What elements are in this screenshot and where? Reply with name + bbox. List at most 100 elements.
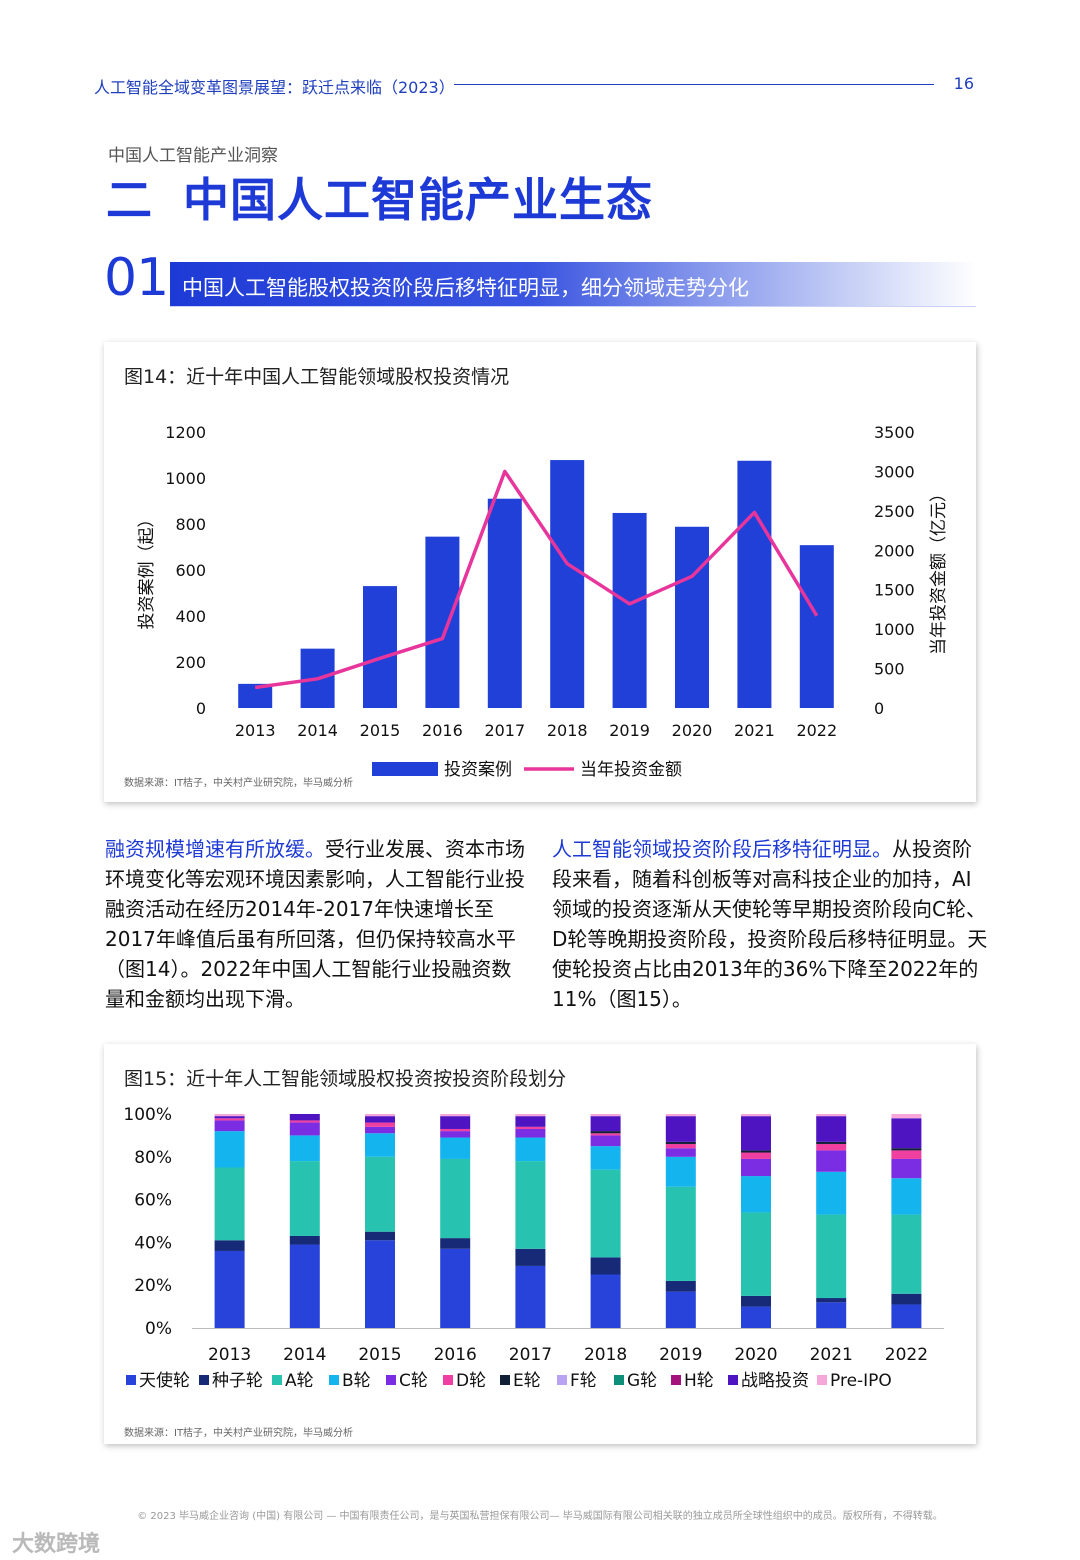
y-tick-label: 0% (145, 1319, 172, 1339)
bar-segment (591, 1146, 621, 1170)
legend-swatch (272, 1375, 282, 1385)
bar-segment (215, 1120, 245, 1131)
legend-label: B轮 (342, 1371, 371, 1391)
watermark-logo: 大数跨境 (12, 1526, 100, 1558)
bar-segment (290, 1245, 320, 1328)
y2-tick-label: 2500 (874, 502, 915, 521)
legend-label: F轮 (570, 1371, 597, 1391)
figure-14-chart: 0 200 400 600 800 1000 1200 0 500 1000 1500 2000 250… (104, 342, 976, 802)
y-tick-label: 200 (175, 653, 206, 672)
legend-swatch (329, 1375, 339, 1385)
bar-segment (816, 1298, 846, 1302)
bar (550, 460, 584, 708)
bar-segment (891, 1114, 921, 1118)
y-tick-label: 20% (134, 1276, 172, 1296)
legend-swatch (199, 1375, 209, 1385)
legend-swatch (817, 1375, 827, 1385)
bar-segment (515, 1114, 545, 1116)
legend-label: Pre-IPO (830, 1371, 892, 1391)
copyright-footer: © 2023 毕马威企业咨询 (中国) 有限公司 — 中国有限责任公司，是与英国… (0, 1507, 1080, 1522)
section-title: 二中国人工智能产业生态 (106, 164, 653, 230)
legend-swatch (443, 1375, 453, 1385)
x-tick-label: 2019 (609, 721, 650, 740)
x-tick-label: 2013 (208, 1345, 251, 1365)
legend-swatch-bar (372, 762, 438, 776)
bar-segment (365, 1116, 395, 1122)
bar (737, 461, 771, 708)
bar-segment (515, 1127, 545, 1129)
bar-segment (666, 1116, 696, 1142)
legend-label: D轮 (456, 1371, 486, 1391)
bar-segment (365, 1127, 395, 1133)
bar-segment (440, 1114, 470, 1116)
bar (613, 513, 647, 708)
paragraph-left: 融资规模增速有所放缓。受行业发展、资本市场环境变化等宏观环境因素影响，人工智能行… (105, 834, 525, 1014)
bar-segment (290, 1161, 320, 1236)
x-tick-label: 2020 (734, 1345, 777, 1365)
legend-swatch (728, 1375, 738, 1385)
bar-segment (515, 1266, 545, 1328)
x-tick-label: 2015 (360, 721, 401, 740)
bar-segment (365, 1123, 395, 1127)
bar-segment (666, 1157, 696, 1187)
y2-tick-label: 0 (874, 699, 884, 718)
bar-segment (591, 1116, 621, 1131)
bar-segment (515, 1116, 545, 1127)
bar-segment (666, 1148, 696, 1157)
bar-segment (816, 1114, 846, 1116)
bar-segment (741, 1114, 771, 1116)
bar-segment (816, 1150, 846, 1171)
bar-segment (365, 1240, 395, 1328)
bar-segment (440, 1129, 470, 1131)
x-tick-label: 2021 (810, 1345, 853, 1365)
y-tick-label: 40% (134, 1233, 172, 1253)
paragraph-left-body: 受行业发展、资本市场环境变化等宏观环境因素影响，人工智能行业投融资活动在经历20… (105, 837, 525, 1011)
x-tick-label: 2017 (509, 1345, 552, 1365)
bar-segment (440, 1249, 470, 1328)
y2-tick-label: 1500 (874, 581, 915, 600)
y-tick-label: 0 (196, 699, 206, 718)
bar-segment (440, 1116, 470, 1129)
bar-segment (290, 1135, 320, 1161)
x-tick-label: 2019 (659, 1345, 702, 1365)
figure-14-card: 0 200 400 600 800 1000 1200 0 500 1000 1500 2000 250… (104, 342, 976, 802)
bar-segment (515, 1249, 545, 1266)
bar-segment (891, 1304, 921, 1328)
bar-segment (290, 1123, 320, 1136)
bar-segment (891, 1294, 921, 1305)
legend-label: H轮 (684, 1371, 714, 1391)
bar-segment (591, 1114, 621, 1116)
y2-axis-label: 当年投资金额（亿元） (929, 485, 949, 655)
bar-segment (741, 1307, 771, 1328)
y-tick-label: 1000 (165, 469, 206, 488)
y2-tick-label: 3000 (874, 462, 915, 481)
bar-segment (290, 1114, 320, 1120)
bar-segment (741, 1176, 771, 1212)
bar-segment (365, 1232, 395, 1241)
bar (800, 545, 834, 708)
figure-15-title: 图15：近十年人工智能领域股权投资按投资阶段划分 (124, 1064, 566, 1091)
figure-15-source: 数据来源：IT桔子，中关村产业研究院，毕马威分析 (124, 1424, 353, 1439)
subsection-underline (170, 306, 976, 307)
figure-15-chart: 0% 20% 40% 60% 80% 100% 2013 2014 2015 2016 2017 20… (104, 1044, 976, 1444)
paragraph-right: 人工智能领域投资阶段后移特征明显。从投资阶段来看，随着科创板等对高科技企业的加持… (552, 834, 988, 1014)
bar-segment (215, 1240, 245, 1251)
y2-tick-label: 500 (874, 660, 905, 679)
x-tick-label: 2015 (358, 1345, 401, 1365)
bar-segment (741, 1212, 771, 1295)
x-tick-label: 2016 (434, 1345, 477, 1365)
legend-label: 天使轮 (139, 1370, 190, 1391)
figure-15-card: 0% 20% 40% 60% 80% 100% 2013 2014 2015 2016 2017 20… (104, 1044, 976, 1444)
legend-label: 战略投资 (741, 1371, 809, 1391)
bar-segment (666, 1292, 696, 1328)
bar-segment (365, 1114, 395, 1116)
legend-swatch (671, 1375, 681, 1385)
y-tick-label: 800 (175, 515, 206, 534)
bar-segment (666, 1142, 696, 1144)
page-header: 人工智能全域变革图景展望：跃迁点来临（2023） 16 (94, 72, 974, 96)
bar (488, 499, 522, 708)
bar-segment (891, 1178, 921, 1214)
y-tick-label: 1200 (165, 423, 206, 442)
bar-segment (440, 1131, 470, 1137)
bar-segment (515, 1161, 545, 1249)
